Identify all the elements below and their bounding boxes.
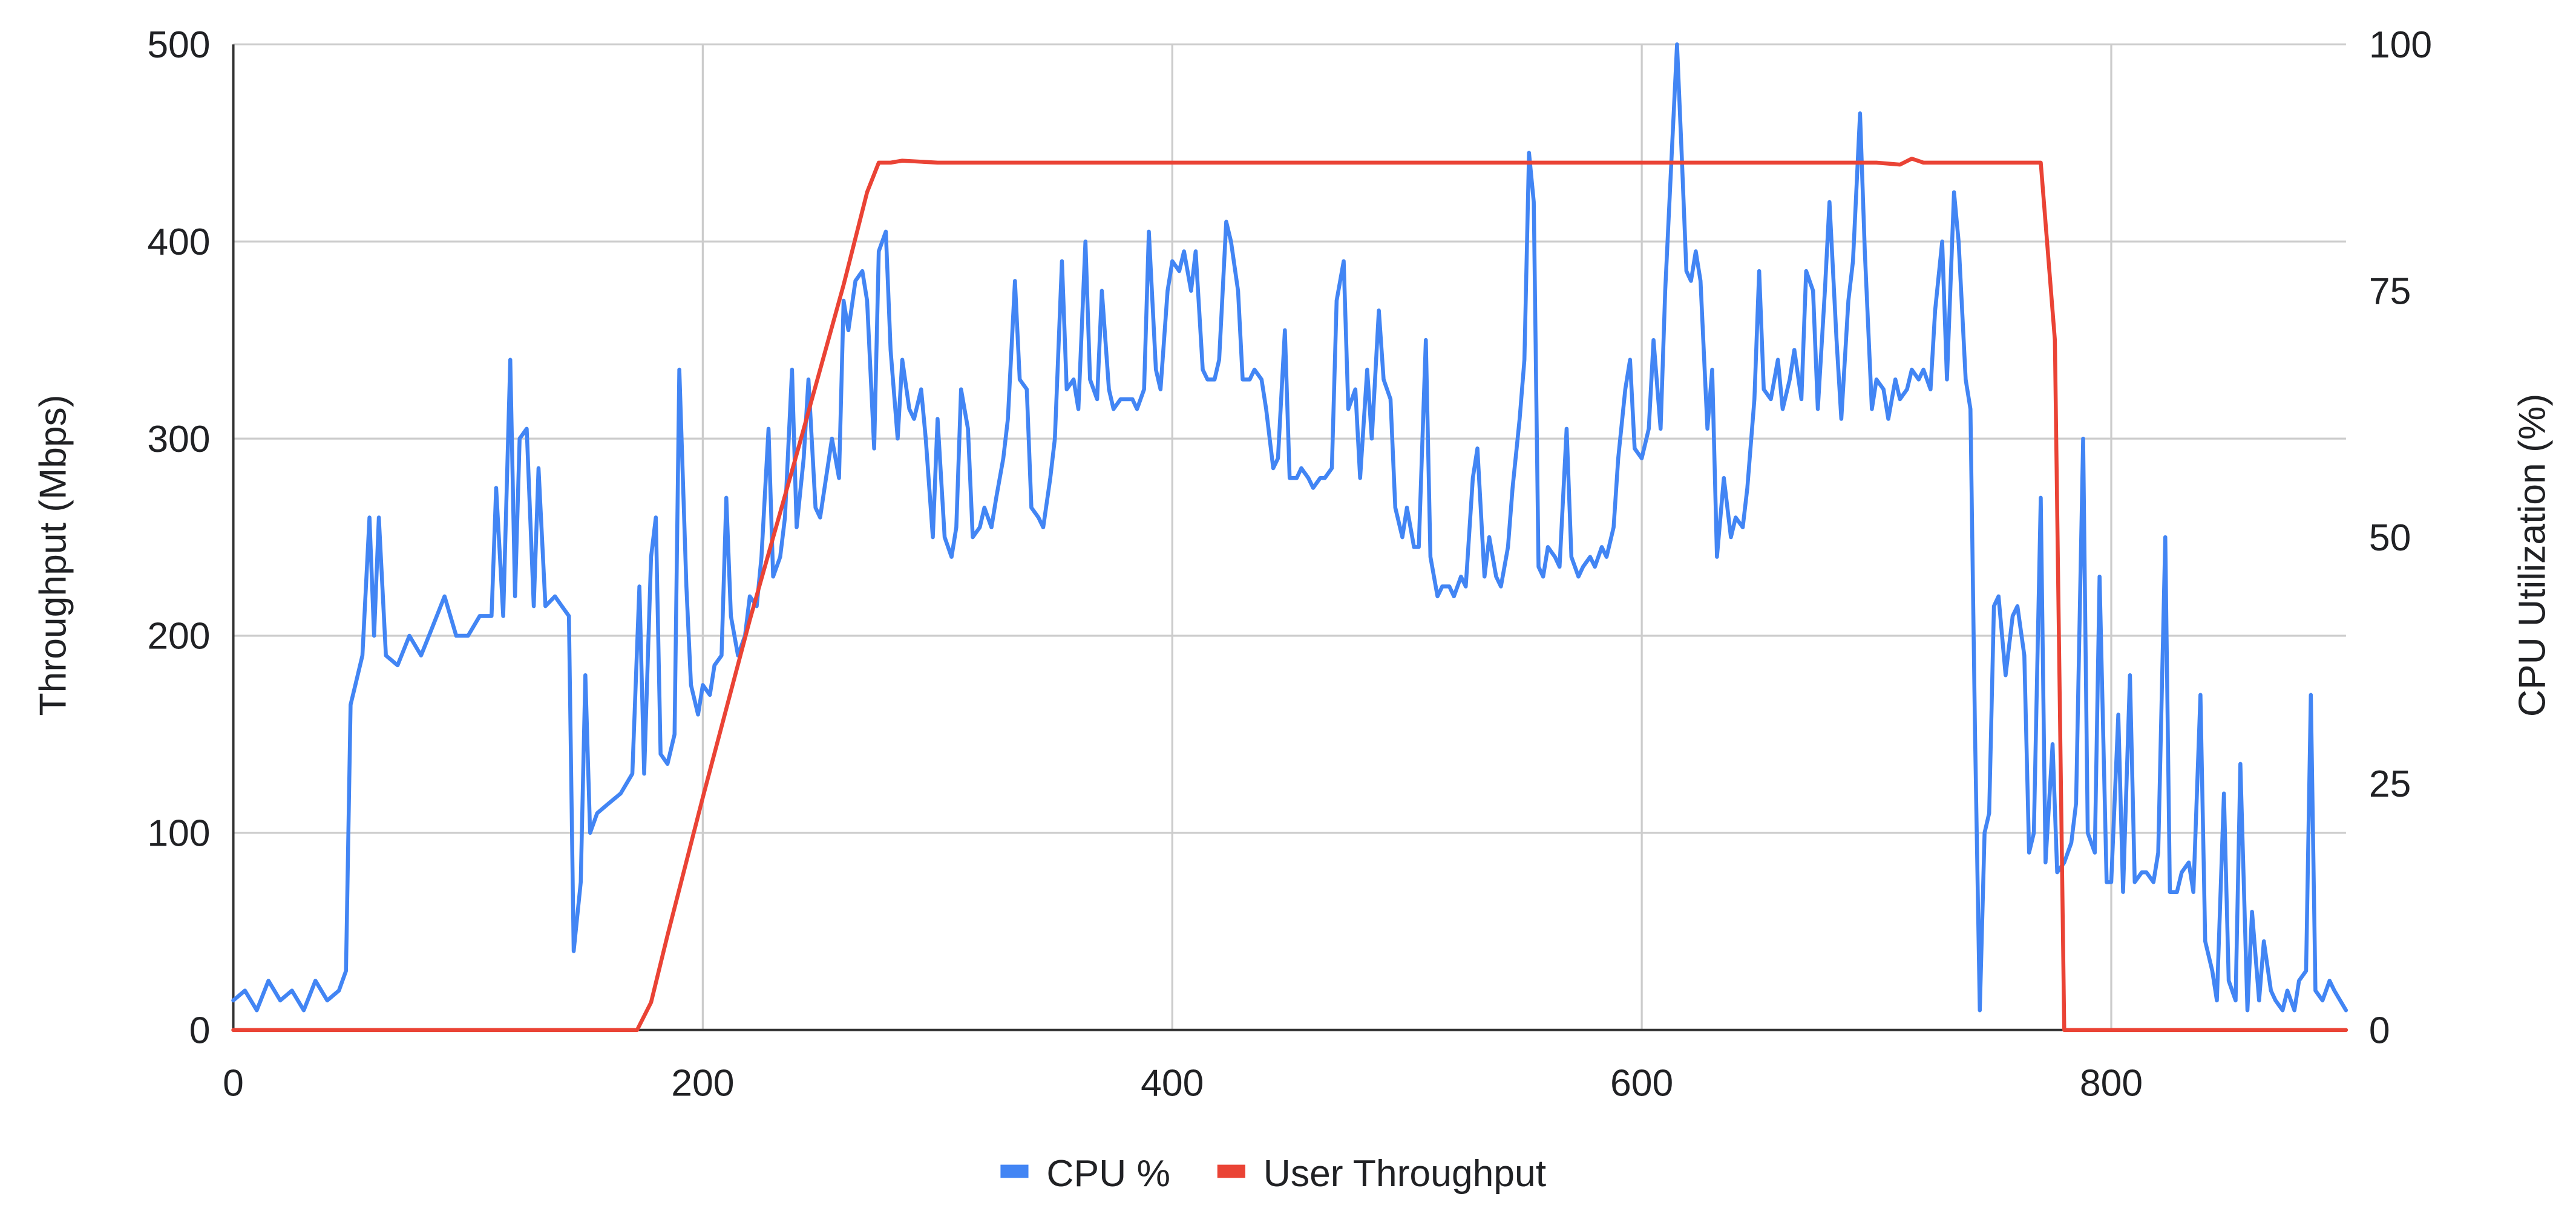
cpu-series-line — [231, 42, 2348, 1013]
x-tick-label: 200 — [671, 1062, 734, 1104]
y-axis-right-title: CPU Utilization (%) — [2511, 394, 2553, 717]
grid-lines — [233, 43, 2346, 1030]
x-tick-label: 600 — [1610, 1062, 1673, 1104]
x-tick-label: 800 — [2080, 1062, 2143, 1104]
axes — [232, 44, 2346, 1031]
x-tick-label: 0 — [223, 1062, 244, 1104]
y-tick-label-right: 0 — [2369, 1010, 2390, 1052]
throughput-series-line — [231, 157, 2348, 1033]
y-axis-left-title: Throughput (Mbps) — [32, 394, 74, 716]
y-tick-label-left: 0 — [189, 1010, 211, 1052]
y-tick-label-left: 400 — [147, 221, 210, 263]
legend-label-throughput: User Throughput — [1263, 1152, 1546, 1195]
y-tick-label-left: 100 — [147, 812, 210, 855]
x-tick-label: 400 — [1141, 1062, 1204, 1104]
y-tick-label-right: 75 — [2369, 270, 2411, 312]
legend: CPU % User Throughput — [1000, 1152, 1546, 1195]
y-tick-label-right: 25 — [2369, 763, 2411, 805]
y-tick-label-right: 50 — [2369, 517, 2411, 559]
y-tick-label-right: 100 — [2369, 24, 2432, 66]
y-tick-label-left: 300 — [147, 418, 210, 460]
legend-swatch-cpu — [1000, 1164, 1029, 1178]
y-tick-label-left: 200 — [147, 615, 210, 658]
y-tick-label-left: 500 — [147, 24, 210, 66]
legend-label-cpu: CPU % — [1046, 1152, 1170, 1195]
legend-swatch-throughput — [1217, 1164, 1245, 1178]
tick-labels: 0 200 400 600 800 0 100 200 300 400 500 0 25 50 75 100 — [147, 24, 2432, 1104]
series-lines — [231, 42, 2348, 1033]
